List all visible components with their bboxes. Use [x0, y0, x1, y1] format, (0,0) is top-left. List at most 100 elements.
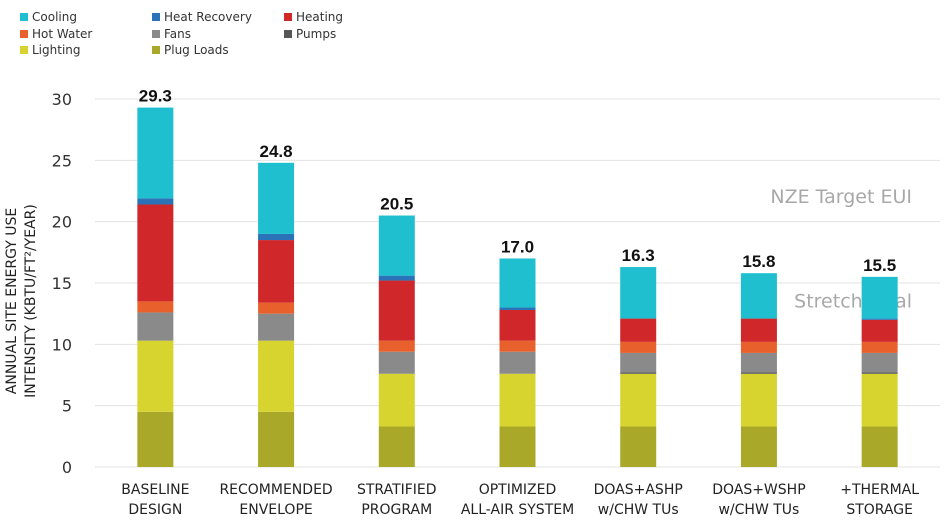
legend-item: Plug Loads	[152, 43, 229, 57]
bar-segment-lighting	[378, 373, 415, 427]
legend-label: Heating	[296, 10, 344, 24]
bar-segment-lighting	[499, 373, 536, 427]
category-label: ALL-AIR SYSTEM	[461, 502, 574, 518]
bar-segment-heat-recovery	[378, 275, 415, 281]
legend-item: Hot Water	[20, 27, 92, 41]
category-label: DOAS+WSHP	[712, 482, 805, 498]
category-label: PROGRAM	[361, 502, 432, 518]
category-label: RECOMMENDED	[219, 482, 332, 498]
bar-segment-heat-recovery	[137, 198, 174, 205]
legend-label: Cooling	[32, 10, 77, 24]
legend-label: Hot Water	[32, 26, 93, 41]
legend-item: Cooling	[20, 10, 77, 24]
y-tick-label: 15	[52, 274, 72, 293]
bar-segment-cooling	[620, 267, 657, 319]
y-axis-label: INTENSITY (KBTU/FT²/YEAR)	[23, 204, 39, 398]
legend-swatch	[152, 46, 160, 54]
y-tick-label: 0	[62, 458, 72, 477]
bar-segment-plug-loads	[378, 426, 415, 467]
legend-swatch	[152, 29, 160, 38]
bar-segment-cooling	[258, 162, 295, 234]
total-label: 16.3	[622, 246, 655, 265]
bar-segment-pumps	[740, 372, 777, 374]
bar-segment-lighting	[620, 373, 657, 427]
bar-segment-hot-water	[499, 340, 536, 352]
legend-label: Fans	[164, 26, 192, 41]
bar-segment-fans	[499, 351, 536, 374]
legend-item: Fans	[152, 27, 191, 41]
bar-segment-heating	[137, 204, 174, 302]
category-label: w/CHW TUs	[598, 502, 679, 518]
total-label: 29.3	[139, 87, 172, 106]
total-label: 15.8	[742, 252, 775, 271]
y-tick-label: 30	[52, 90, 72, 109]
annotation-label: NZE Target EUI	[770, 186, 912, 208]
bar-segment-lighting	[137, 340, 174, 412]
y-tick-label: 5	[62, 397, 72, 416]
bar-segment-fans	[620, 352, 657, 373]
bar-segment-plug-loads	[137, 411, 174, 467]
bar-segment-hot-water	[861, 341, 898, 353]
legend-swatch	[20, 29, 28, 38]
bar-segment-hot-water	[740, 341, 777, 353]
total-label: 15.5	[863, 256, 896, 275]
bar-segment-fans	[137, 312, 174, 341]
bar-segment-hot-water	[137, 301, 174, 313]
bar-segment-cooling	[137, 107, 174, 199]
bar-segment-hot-water	[258, 302, 295, 314]
bar-segment-plug-loads	[620, 426, 657, 467]
bar-segment-heating	[378, 280, 415, 341]
bar-segment-plug-loads	[499, 426, 536, 467]
bar-segment-heating	[740, 318, 777, 342]
bar-segment-cooling	[499, 258, 536, 308]
y-axis-label: ANNUAL SITE ENERGY USE	[4, 208, 20, 394]
legend-item: Lighting	[20, 43, 81, 57]
bar-segment-heating	[861, 319, 898, 342]
bar-segment-fans	[378, 351, 415, 374]
bar-segment-cooling	[861, 276, 898, 319]
y-tick-label: 10	[52, 335, 72, 354]
bar-segment-hot-water	[378, 340, 415, 352]
bar-segment-heat-recovery	[258, 233, 295, 241]
bar-segment-pumps	[620, 372, 657, 374]
legend-item: Heat Recovery	[152, 10, 252, 24]
category-label: DESIGN	[128, 502, 182, 518]
bar-segment-fans	[740, 352, 777, 373]
bar-segment-pumps	[861, 372, 898, 374]
bar-segment-fans	[861, 352, 898, 373]
total-label: 24.8	[260, 142, 293, 161]
legend-swatch	[20, 13, 28, 21]
total-label: 20.5	[380, 195, 413, 214]
category-label: BASELINE	[121, 482, 189, 498]
legend-label: Plug Loads	[164, 43, 229, 57]
bar-segment-lighting	[258, 340, 295, 412]
bar-segment-heating	[499, 309, 536, 341]
bar-segment-hot-water	[620, 341, 657, 353]
legend-label: Lighting	[32, 43, 81, 57]
category-label: OPTIMIZED	[479, 482, 557, 498]
legend-label: Pumps	[296, 26, 337, 41]
category-label: DOAS+ASHP	[594, 482, 683, 498]
y-tick-label: 20	[52, 213, 72, 232]
legend-item: Heating	[284, 10, 343, 24]
category-label: ENVELOPE	[239, 502, 312, 518]
bar-segment-fans	[258, 313, 295, 341]
bar-segment-lighting	[861, 373, 898, 427]
y-tick-label: 25	[52, 151, 72, 170]
category-label: w/CHW TUs	[718, 502, 799, 518]
category-label: STRATIFIED	[357, 482, 437, 498]
legend-swatch	[20, 46, 28, 54]
bar-segment-heating	[258, 240, 295, 303]
legend-item: Pumps	[284, 27, 336, 41]
legend-label: Heat Recovery	[164, 10, 252, 24]
category-label: STORAGE	[846, 502, 913, 518]
total-label: 17.0	[501, 237, 534, 256]
legend-swatch	[152, 13, 160, 21]
category-label: +THERMAL	[840, 482, 919, 498]
legend-swatch	[284, 13, 292, 21]
bar-segment-heating	[620, 318, 657, 342]
bar-segment-plug-loads	[861, 426, 898, 467]
bar-segment-plug-loads	[258, 411, 295, 467]
legend-swatch	[284, 29, 292, 38]
